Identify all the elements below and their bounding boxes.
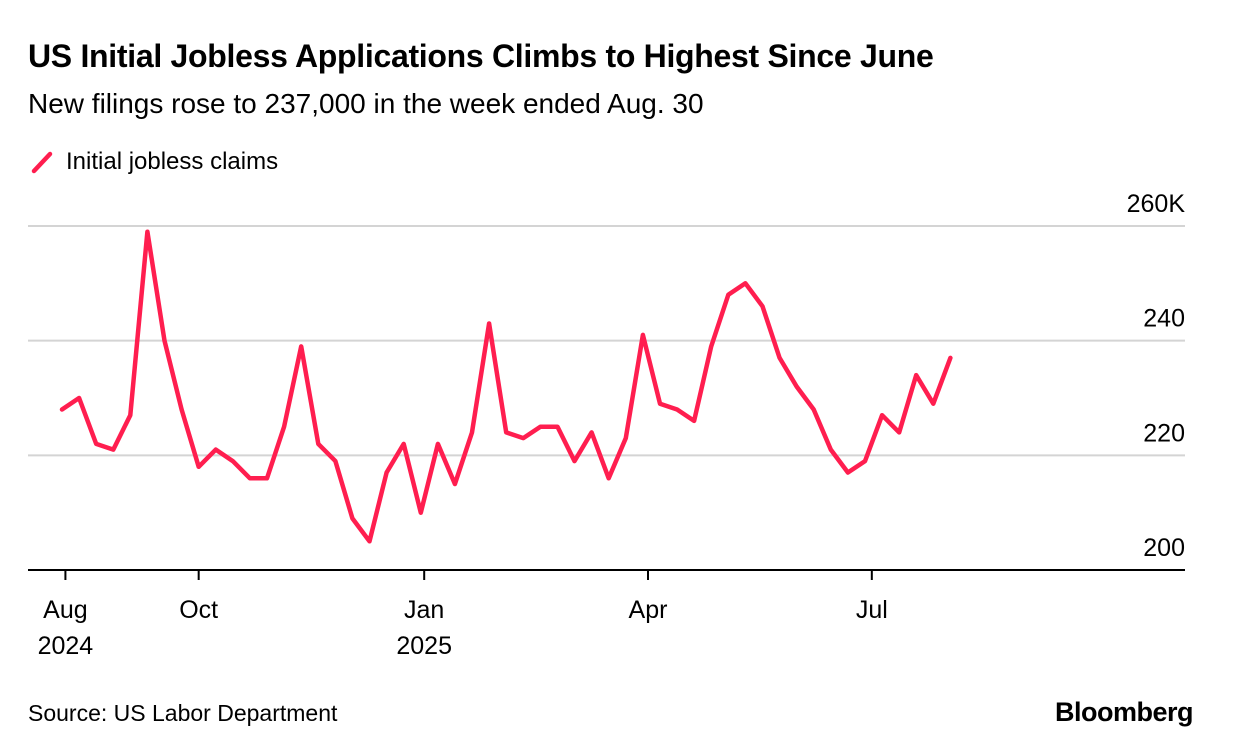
legend-label: Initial jobless claims: [66, 148, 279, 175]
x-tick-label: Aug: [43, 596, 87, 624]
y-tick-label: 240: [1143, 305, 1185, 333]
chart-title: US Initial Jobless Applications Climbs t…: [28, 38, 934, 74]
chart-subtitle: New filings rose to 237,000 in the week …: [28, 88, 704, 119]
y-tick-label: 220: [1143, 419, 1185, 447]
x-tick-year-label: 2025: [396, 632, 452, 660]
bloomberg-logo: Bloomberg: [1054, 697, 1194, 727]
x-tick-label: Jan: [404, 596, 444, 624]
legend-swatch-icon: [31, 151, 53, 174]
y-tick-label: 200: [1143, 534, 1185, 562]
x-tick-label: Apr: [629, 596, 668, 624]
source-note: Source: US Labor Department: [28, 700, 338, 726]
x-tick-year-label: 2024: [38, 632, 94, 660]
series-line-initial-jobless-claims: [59, 229, 953, 544]
legend: Initial jobless claims: [30, 148, 278, 176]
x-tick-label: Oct: [179, 596, 218, 624]
x-tick-label: Jul: [856, 596, 888, 624]
y-tick-label: 260K: [1127, 190, 1186, 218]
